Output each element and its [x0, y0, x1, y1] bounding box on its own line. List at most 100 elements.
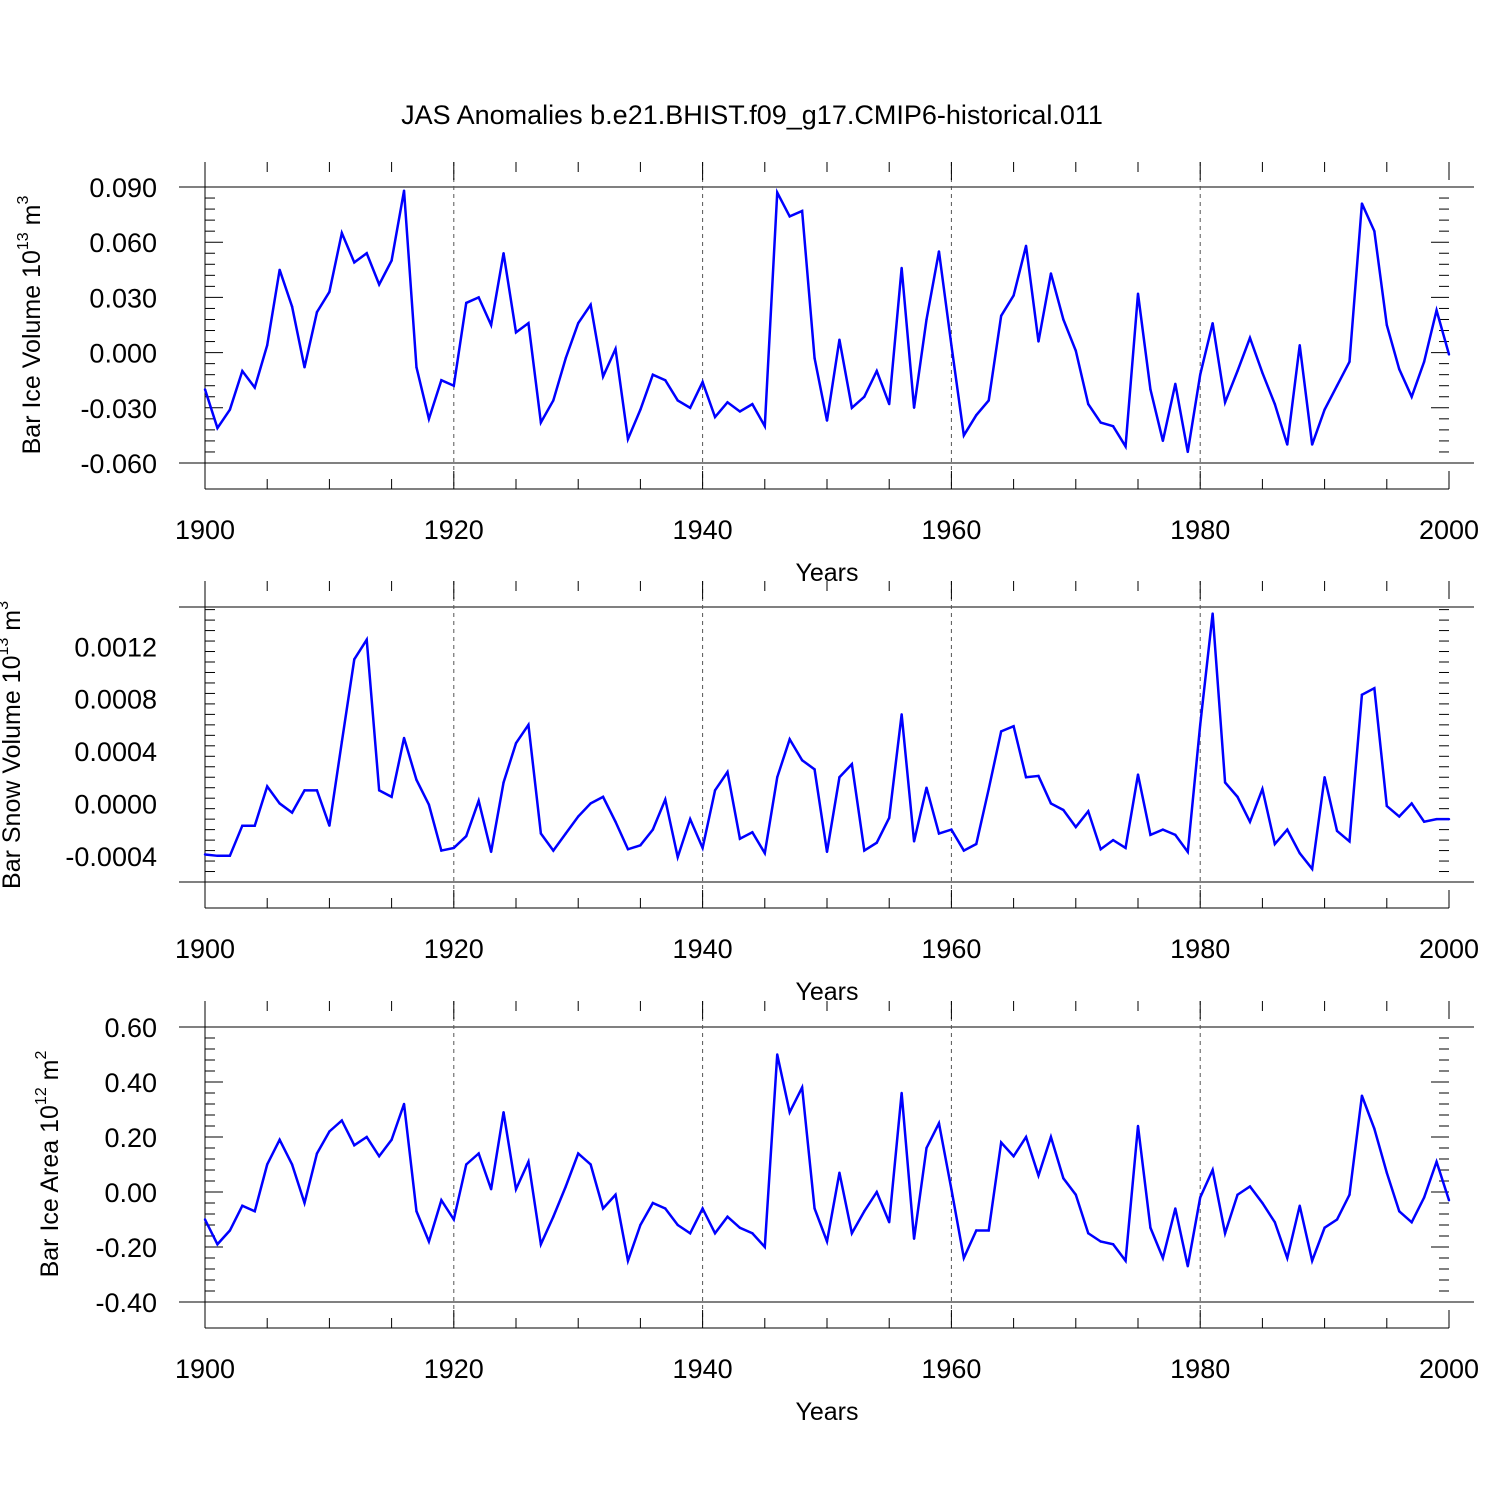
data-point: [477, 296, 480, 299]
data-point: [1012, 1155, 1015, 1158]
y-tick-label: 0.000: [89, 339, 157, 369]
data-point: [1211, 612, 1214, 615]
data-point: [1286, 828, 1289, 831]
y-axis-label-text: Bar Snow Volume 10: [0, 656, 26, 889]
data-point: [1335, 1218, 1339, 1221]
data-point: [975, 413, 978, 417]
data-point: [564, 356, 567, 360]
data-point: [278, 802, 281, 805]
data-point: [440, 379, 443, 382]
data-point: [1049, 272, 1053, 275]
data-point: [228, 408, 232, 411]
data-point: [999, 1141, 1003, 1144]
data-point: [365, 252, 368, 255]
y-axis-label: Bar Ice Area 1012 m2: [33, 1051, 64, 1278]
data-point: [465, 301, 468, 305]
data-point: [676, 1223, 679, 1227]
data-point: [315, 1152, 319, 1155]
data-point: [726, 770, 729, 774]
data-point: [676, 399, 679, 402]
y-axis-label: Bar Ice Volume 1013 m3: [15, 196, 46, 455]
data-point: [888, 402, 891, 406]
y-tick-label: 0.0008: [74, 685, 157, 715]
data-point: [713, 789, 717, 792]
data-point: [1174, 382, 1177, 386]
data-point: [278, 1138, 281, 1141]
x-tick-label: 1960: [921, 515, 981, 545]
data-point: [514, 741, 518, 745]
data-point: [937, 250, 941, 253]
data-point: [203, 388, 207, 391]
data-point: [1373, 686, 1376, 690]
data-point: [315, 310, 319, 314]
data-point: [589, 802, 592, 805]
data-point: [365, 638, 368, 641]
data-point: [253, 1210, 256, 1213]
data-point: [651, 828, 655, 831]
data-point: [290, 305, 294, 308]
data-point: [1348, 1193, 1351, 1196]
data-point: [800, 209, 804, 213]
data-point: [1248, 336, 1252, 340]
data-point: [875, 1190, 878, 1194]
data-point: [1024, 1135, 1028, 1139]
data-point: [489, 323, 493, 327]
data-point: [465, 834, 468, 838]
data-point: [1223, 781, 1227, 784]
data-point: [1124, 1259, 1127, 1262]
data-point: [825, 1240, 829, 1243]
data-point: [788, 1111, 791, 1114]
data-point: [751, 831, 754, 834]
data-point: [564, 1185, 567, 1188]
data-point: [1186, 450, 1189, 454]
data-point: [1049, 1135, 1053, 1139]
data-point: [1323, 1226, 1326, 1229]
data-point: [303, 789, 306, 792]
data-point: [1373, 229, 1376, 233]
data-point: [813, 768, 816, 771]
data-point: [1360, 1094, 1364, 1097]
data-point: [788, 738, 791, 741]
y-tick-label: 0.030: [89, 283, 157, 313]
data-point: [1124, 846, 1127, 850]
data-point: [1447, 1199, 1451, 1202]
data-point: [601, 795, 605, 799]
data-point: [1360, 693, 1364, 696]
x-tick-label: 1980: [1170, 1354, 1230, 1384]
data-point: [1074, 349, 1078, 352]
data-point: [1087, 810, 1090, 813]
data-point: [390, 795, 393, 799]
data-point: [651, 373, 655, 376]
data-point: [838, 1171, 841, 1174]
data-point: [1186, 850, 1189, 854]
data-point: [1373, 1127, 1376, 1130]
x-axis-label: Years: [795, 1398, 858, 1426]
data-point: [813, 1207, 816, 1210]
data-point: [1024, 776, 1028, 779]
y-tick-label: -0.40: [95, 1288, 157, 1318]
y-axis-label-text: Bar Ice Volume 10: [18, 250, 46, 454]
data-point: [1087, 402, 1090, 406]
data-point: [1385, 323, 1389, 327]
data-point: [415, 366, 418, 369]
data-point: [203, 853, 207, 856]
data-point: [1149, 1226, 1152, 1229]
data-point: [577, 1152, 580, 1155]
data-point: [1261, 371, 1264, 375]
data-point: [241, 369, 244, 373]
data-point: [1111, 1243, 1115, 1246]
data-point: [950, 1188, 953, 1191]
data-point: [477, 1152, 480, 1155]
data-point: [216, 1243, 219, 1246]
data-point: [639, 844, 642, 847]
data-point: [228, 1229, 232, 1232]
data-point: [440, 1199, 443, 1202]
data-point: [912, 1237, 916, 1240]
data-point: [1273, 842, 1277, 846]
data-point: [688, 406, 692, 409]
data-point: [489, 850, 493, 854]
data-point: [415, 1210, 418, 1213]
data-point: [527, 321, 530, 325]
data-point: [676, 855, 679, 859]
